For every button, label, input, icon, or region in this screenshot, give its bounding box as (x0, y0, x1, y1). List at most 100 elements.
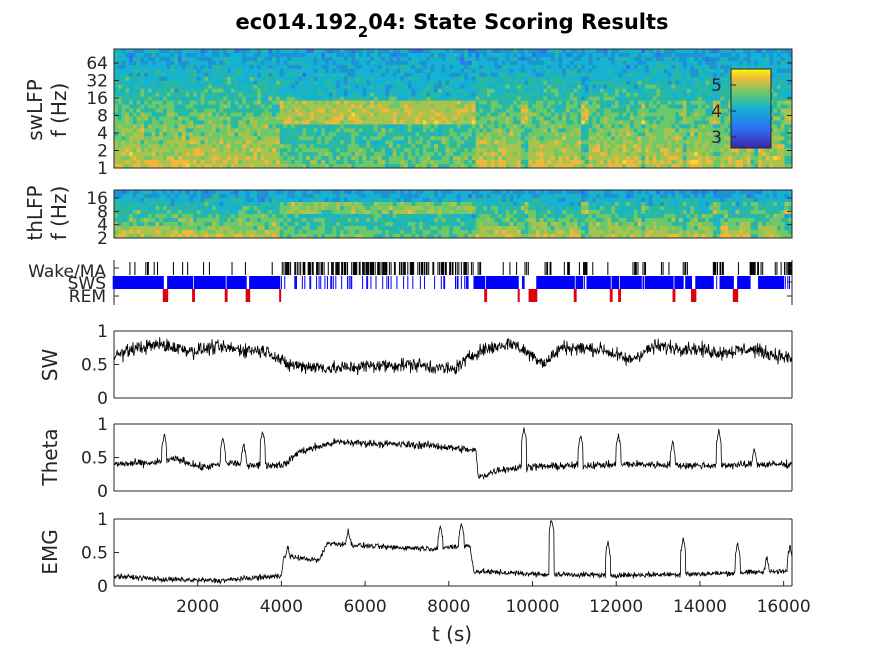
swlfp-cell (584, 108, 589, 113)
swlfp-cell (162, 132, 168, 137)
swlfp-cell (223, 164, 228, 169)
swlfp-cell (309, 49, 314, 54)
swlfp-cell (471, 68, 476, 74)
swlfp-cell (543, 132, 548, 137)
swlfp-cell (445, 96, 450, 101)
swlfp-cell (637, 64, 642, 70)
swlfp-cell (660, 72, 665, 78)
swlfp-cell (554, 108, 559, 113)
swlfp-cell (257, 84, 262, 89)
swlfp-cell (287, 156, 292, 161)
swlfp-cell (132, 128, 137, 133)
swlfp-cell (155, 68, 160, 74)
swlfp-cell (279, 96, 284, 101)
swlfp-cell (486, 84, 491, 89)
swlfp-cell (283, 148, 288, 153)
swlfp-cell (596, 52, 601, 58)
swlfp-cell (498, 100, 503, 105)
swlfp-cell (464, 72, 469, 78)
swlfp-cell (441, 112, 446, 117)
swlfp-cell (648, 68, 653, 74)
swlfp-cell (656, 144, 661, 149)
swlfp-cell (686, 120, 691, 125)
swlfp-cell (626, 68, 631, 74)
swlfp-cell (456, 72, 461, 78)
swlfp-cell (351, 68, 356, 74)
swlfp-cell (279, 100, 284, 105)
swlfp-cell (645, 80, 650, 85)
swlfp-cell (486, 156, 491, 161)
swlfp-cell (351, 152, 356, 157)
swlfp-cell (611, 52, 616, 58)
swlfp-cell (302, 92, 307, 97)
swlfp-cell (656, 76, 661, 82)
swlfp-cell (547, 120, 552, 125)
swlfp-cell (449, 164, 454, 169)
swlfp-cell (268, 140, 273, 145)
swlfp-cell (317, 80, 322, 85)
swlfp-cell (539, 60, 544, 66)
swlfp-cell (562, 160, 567, 165)
swlfp-cell (430, 49, 435, 54)
swlfp-cell (652, 72, 657, 78)
swlfp-cell (264, 108, 269, 113)
swlfp-cell (626, 56, 631, 62)
swlfp-cell (599, 72, 604, 78)
swlfp-cell (291, 92, 296, 97)
swlfp-cell (343, 164, 348, 169)
swlfp-cell (147, 80, 152, 85)
swlfp-cell (317, 60, 322, 66)
swlfp-cell (633, 156, 638, 161)
swlfp-cell (302, 128, 307, 133)
swlfp-cell (633, 76, 638, 82)
swlfp-cell (396, 156, 401, 161)
swlfp-cell (697, 124, 702, 129)
swlfp-cell (483, 156, 488, 161)
swlfp-cell (328, 88, 333, 93)
swlfp-cell (486, 112, 491, 117)
swlfp-cell (437, 60, 442, 66)
swlfp-cell (385, 88, 390, 93)
swlfp-cell (430, 88, 435, 93)
swlfp-cell (445, 160, 450, 165)
swlfp-cell (430, 100, 435, 105)
swlfp-cell (652, 49, 657, 54)
swlfp-cell (645, 96, 650, 101)
swlfp-cell (170, 128, 175, 133)
swlfp-cell (404, 64, 409, 70)
swlfp-cell (633, 120, 638, 125)
swlfp-cell (637, 52, 642, 58)
swlfp-cell (422, 84, 427, 89)
swlfp-cell (679, 64, 684, 70)
swlfp-cell (291, 160, 296, 165)
swlfp-cell (509, 56, 514, 62)
swlfp-cell (257, 80, 262, 85)
swlfp-cell (242, 108, 247, 113)
swlfp-cell (543, 88, 548, 93)
swlfp-cell (328, 100, 333, 105)
swlfp-cell (151, 72, 156, 78)
swlfp-cell (332, 56, 337, 62)
swlfp-cell (645, 88, 650, 93)
swlfp-cell (215, 160, 220, 165)
swlfp-cell (637, 116, 642, 121)
swlfp-cell (309, 164, 314, 169)
swlfp-cell (302, 88, 307, 93)
swlfp-cell (294, 160, 299, 165)
swlfp-cell (351, 72, 356, 78)
swlfp-cell (441, 136, 446, 141)
swlfp-cell (404, 49, 409, 54)
swlfp-cell (422, 164, 427, 169)
swlfp-cell (114, 152, 119, 157)
swlfp-cell (264, 132, 269, 137)
swlfp-cell (566, 92, 571, 97)
swlfp-cell (550, 144, 555, 149)
swlfp-cell (400, 104, 405, 109)
swlfp-cell (400, 56, 405, 62)
swlfp-cell (509, 140, 514, 145)
swlfp-cell (498, 116, 503, 121)
swlfp-cell (185, 140, 190, 145)
swlfp-cell (381, 120, 386, 125)
swlfp-cell (671, 64, 676, 70)
swlfp-cell (434, 132, 439, 137)
